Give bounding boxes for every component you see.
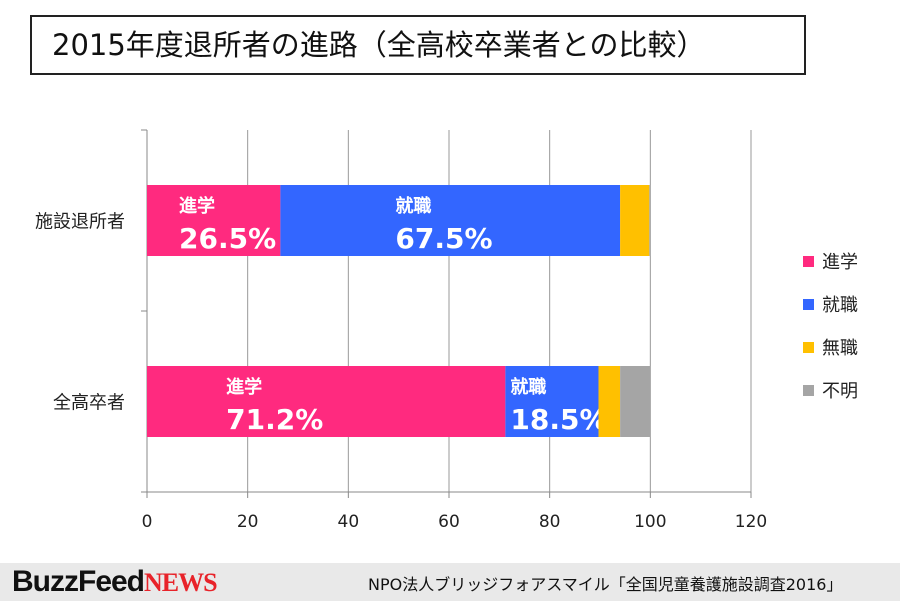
legend-label: 不明 [822, 381, 858, 402]
x-tick-label: 60 [438, 512, 460, 532]
bar-segment-不明 [649, 185, 651, 256]
bar-segment-就職 [505, 366, 599, 437]
x-tick-label: 40 [338, 512, 360, 532]
logo-text: BuzzFeed [12, 565, 145, 598]
chart-title: 2015年度退所者の進路（全高校卒業者との比較） [30, 15, 806, 75]
bar-segment-進学 [147, 366, 506, 437]
bar-chart: 0 20 40 60 80 100 120施設退所者進学26.5%就職67.5%全高卒者進学… [35, 129, 858, 532]
x-tick-label: 0 [142, 512, 153, 532]
x-tick-label: 120 [735, 512, 767, 532]
bar-segment-無職 [598, 366, 621, 437]
data-label-name: 進学 [226, 376, 262, 398]
buzzfeed-news-logo: BuzzFeedNEWS [12, 565, 218, 599]
category-label: 施設退所者 [35, 212, 125, 233]
data-label-value: 71.2% [226, 403, 323, 436]
data-label-value: 67.5% [395, 222, 492, 255]
data-label-name: 就職 [395, 195, 431, 217]
data-label-value: 18.5% [510, 403, 607, 436]
data-label-value: 26.5% [179, 222, 276, 255]
legend-swatch [803, 342, 814, 353]
legend-swatch [803, 299, 814, 310]
source-note: NPO法人ブリッジフォアスマイル「全国児童養護施設調査2016」 [368, 575, 843, 594]
category-label: 全高卒者 [53, 393, 125, 414]
legend-swatch [803, 385, 814, 396]
data-label-name: 進学 [179, 195, 215, 217]
logo-accent: NEWS [144, 568, 218, 597]
bar-segment-不明 [620, 366, 651, 437]
legend-label: 進学 [822, 252, 858, 273]
x-tick-label: 80 [539, 512, 561, 532]
legend-label: 就職 [822, 295, 858, 316]
x-tick-label: 20 [237, 512, 259, 532]
footer: BuzzFeedNEWS NPO法人ブリッジフォアスマイル「全国児童養護施設調査… [0, 563, 900, 601]
legend-label: 無職 [822, 338, 858, 359]
legend-swatch [803, 256, 814, 267]
bar-segment-無職 [620, 185, 650, 256]
bar-segment-就職 [280, 185, 621, 256]
x-tick-label: 100 [634, 512, 666, 532]
bar-segment-進学 [147, 185, 281, 256]
data-label-name: 就職 [510, 376, 546, 398]
